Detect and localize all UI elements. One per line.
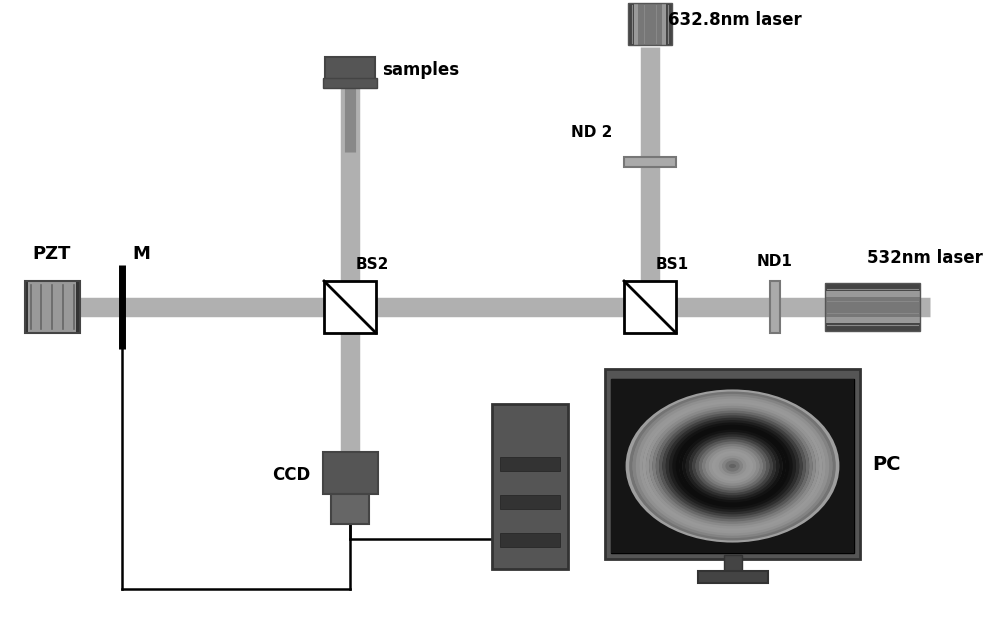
- Bar: [24, 281, 80, 333]
- Bar: [825, 291, 920, 323]
- Bar: [324, 281, 376, 333]
- Bar: [724, 555, 742, 573]
- Bar: [322, 452, 378, 494]
- Ellipse shape: [648, 405, 817, 526]
- Ellipse shape: [637, 397, 828, 534]
- Ellipse shape: [631, 394, 834, 539]
- Text: PC: PC: [872, 455, 900, 473]
- Bar: [825, 283, 920, 331]
- Text: CCD: CCD: [272, 466, 310, 484]
- Bar: [825, 283, 920, 331]
- Ellipse shape: [682, 429, 783, 502]
- Text: M: M: [132, 245, 150, 263]
- Text: ND 2: ND 2: [571, 125, 612, 140]
- Bar: [323, 78, 377, 88]
- Ellipse shape: [699, 442, 766, 490]
- Bar: [492, 404, 568, 569]
- Bar: [331, 494, 369, 524]
- Bar: [500, 533, 560, 547]
- Bar: [770, 281, 780, 333]
- Bar: [628, 3, 672, 45]
- Ellipse shape: [671, 421, 794, 510]
- Text: BS2: BS2: [356, 257, 389, 272]
- Bar: [24, 281, 80, 333]
- Ellipse shape: [659, 413, 806, 518]
- Text: BS1: BS1: [656, 257, 689, 272]
- Ellipse shape: [693, 438, 772, 494]
- Ellipse shape: [721, 458, 744, 474]
- Text: ND1: ND1: [757, 254, 793, 269]
- Ellipse shape: [642, 402, 823, 531]
- Bar: [605, 369, 860, 559]
- Text: PZT: PZT: [33, 245, 71, 263]
- Bar: [634, 3, 666, 45]
- Ellipse shape: [710, 450, 755, 482]
- Bar: [500, 457, 560, 471]
- Bar: [325, 57, 375, 82]
- Bar: [28, 281, 76, 333]
- Bar: [628, 3, 672, 45]
- Ellipse shape: [665, 418, 800, 515]
- Ellipse shape: [687, 434, 778, 499]
- Bar: [624, 157, 676, 167]
- Ellipse shape: [704, 446, 761, 486]
- Bar: [611, 379, 854, 553]
- Ellipse shape: [654, 410, 811, 523]
- Bar: [624, 281, 676, 333]
- Ellipse shape: [716, 454, 749, 478]
- Bar: [611, 379, 854, 553]
- Text: samples: samples: [382, 61, 459, 79]
- Bar: [698, 571, 768, 583]
- Ellipse shape: [626, 389, 839, 542]
- Ellipse shape: [676, 426, 789, 507]
- Text: 632.8nm laser: 632.8nm laser: [668, 11, 802, 29]
- Bar: [500, 495, 560, 509]
- Text: 532nm laser: 532nm laser: [867, 249, 983, 267]
- Ellipse shape: [727, 462, 738, 470]
- Bar: [638, 3, 662, 45]
- Bar: [825, 297, 920, 317]
